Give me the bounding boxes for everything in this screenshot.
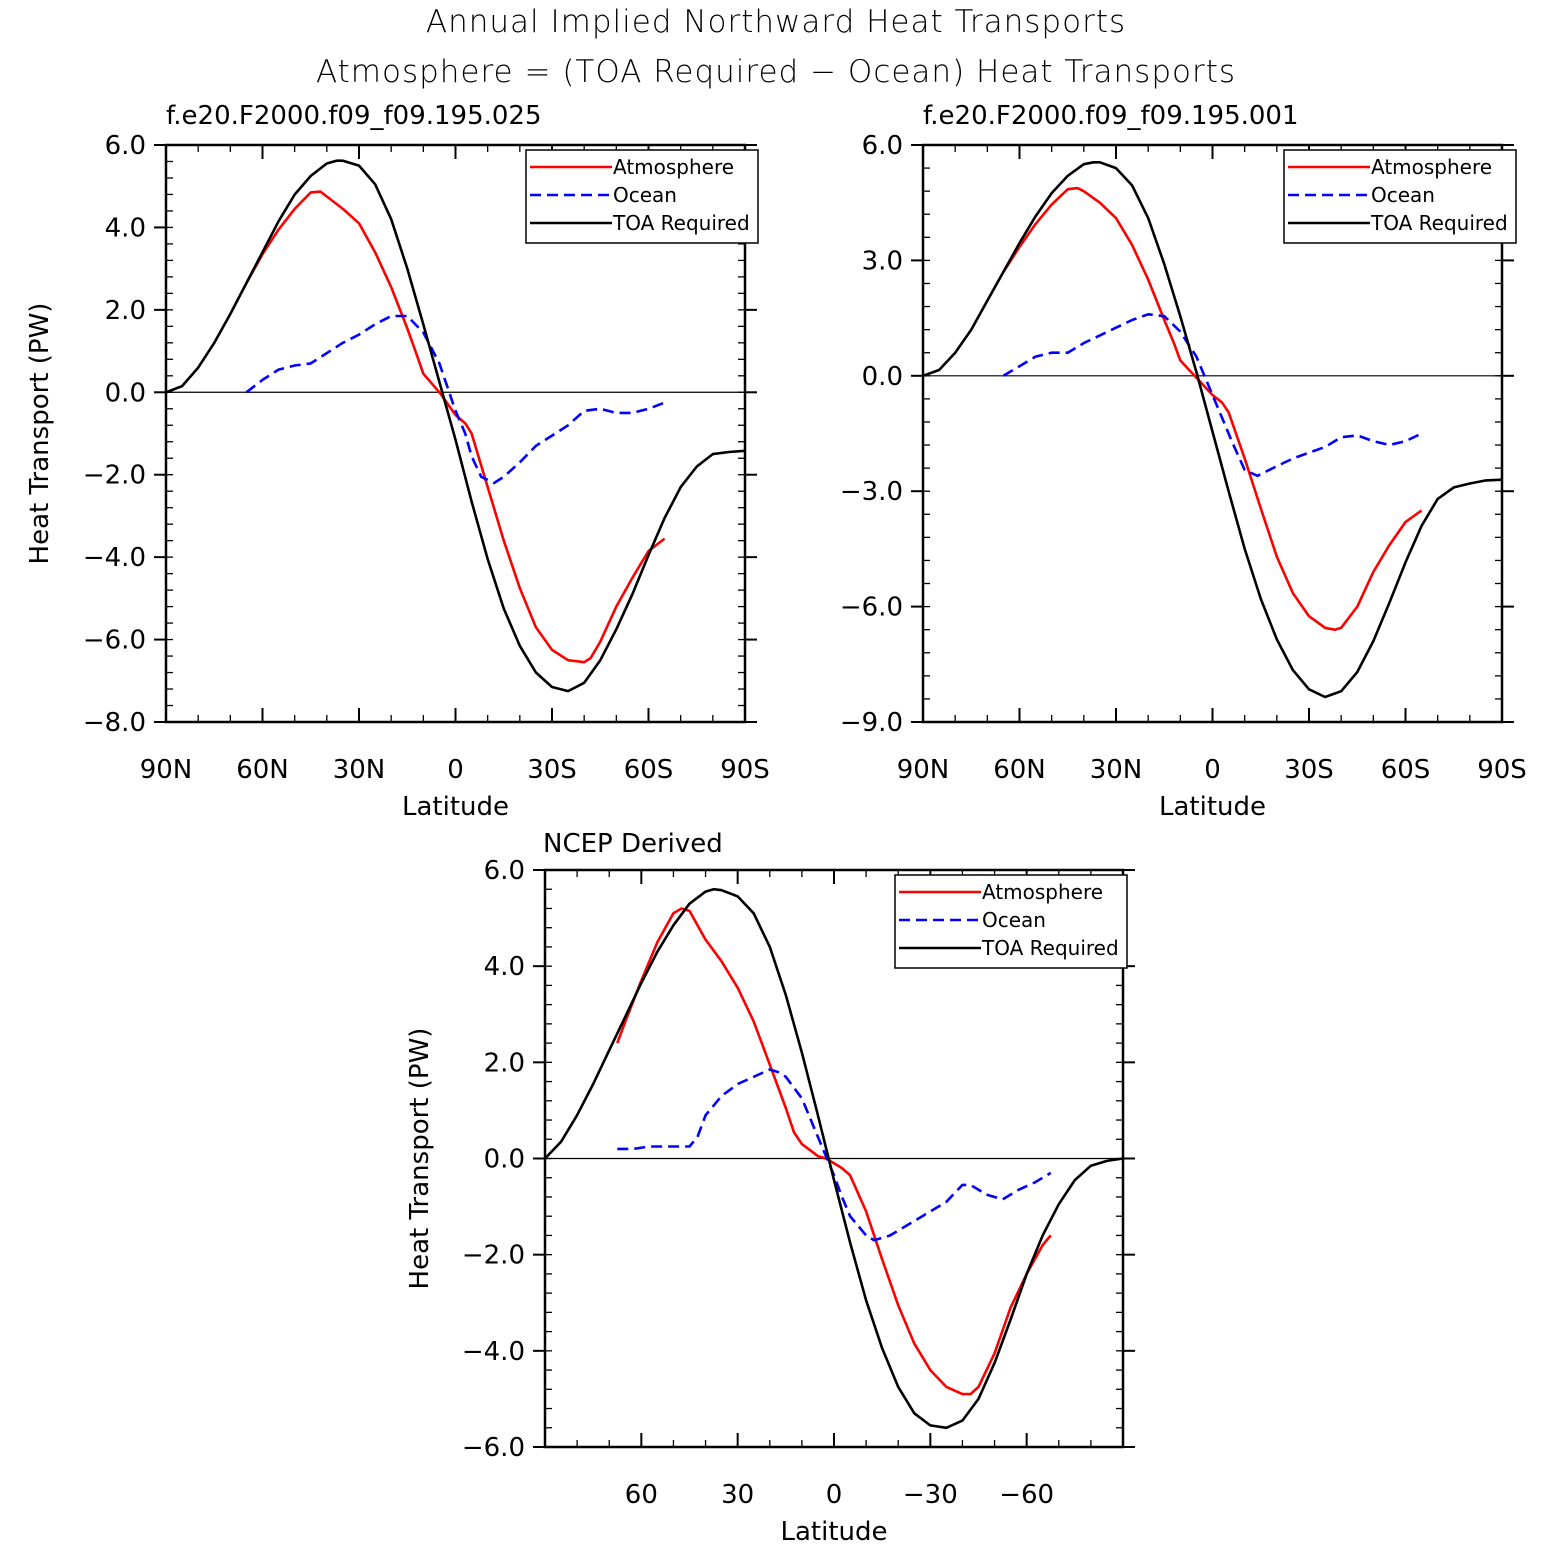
x-tick-label: 60S <box>624 755 674 785</box>
panel-title: NCEP Derived <box>543 829 723 859</box>
x-tick-label: 0 <box>447 755 464 785</box>
legend: Atmosphere Ocean TOA Required <box>525 149 759 244</box>
x-tick-label: 30 <box>721 1480 754 1510</box>
series-line-toa-required <box>544 887 1124 1430</box>
x-tick-label: 60S <box>1381 755 1431 785</box>
y-tick-label: −4.0 <box>83 543 146 573</box>
y-tick-label: 2.0 <box>105 296 146 326</box>
y-tick-label: −8.0 <box>83 708 146 738</box>
series-line-ocean <box>617 1068 1052 1242</box>
x-tick-label: 90N <box>897 755 950 785</box>
x-tick-label: 0 <box>1204 755 1221 785</box>
y-tick-label: 2.0 <box>484 1048 525 1078</box>
legend-label: Atmosphere <box>982 880 1103 904</box>
plot-frame <box>543 868 1125 1449</box>
x-tick-label: 30N <box>333 755 386 785</box>
y-axis-label: Heat Transport (PW) <box>405 1028 435 1290</box>
y-tick-label: 6.0 <box>484 856 525 886</box>
chart-panel-2: 90N 60N 30N 0 30S 60S 90S 6.0 3.0 0.0 −3.0 −6.0 −9.0… <box>840 101 1527 822</box>
x-tick-label: 0 <box>826 1480 843 1510</box>
y-tick-label: 4.0 <box>484 952 525 982</box>
legend-label: Ocean <box>613 183 677 207</box>
y-axis-label: Heat Transport (PW) <box>25 303 55 565</box>
x-tick-label: 30S <box>1284 755 1334 785</box>
chart-panel-1: 90N 60N 30N 0 30S 60S 90S 6.0 4.0 2.0 0.0 −2.0 −4.0 −… <box>25 101 770 822</box>
plot-frame <box>164 143 747 724</box>
x-tick-label: −60 <box>999 1480 1054 1510</box>
x-axis-label: Latitude <box>402 792 509 822</box>
figure-title-line2: Atmosphere = (TOA Required − Ocean) Heat… <box>315 54 1237 90</box>
figure-title-line1: Annual Implied Northward Heat Transports <box>425 4 1127 40</box>
y-tick-label: 0.0 <box>484 1145 525 1175</box>
y-tick-label: −6.0 <box>462 1433 525 1463</box>
legend-label: TOA Required <box>1370 211 1508 235</box>
y-tick-label: 6.0 <box>862 131 903 161</box>
plot-frame <box>921 143 1504 724</box>
legend-box <box>525 149 759 244</box>
legend-label: Atmosphere <box>1371 155 1492 179</box>
series-line-toa-required <box>165 159 746 693</box>
series-line-toa-required <box>922 161 1503 699</box>
x-tick-label: 90S <box>1477 755 1527 785</box>
series-line-atmosphere <box>1002 186 1423 631</box>
y-tick-label: −9.0 <box>840 708 903 738</box>
x-axis-label: Latitude <box>1159 792 1266 822</box>
x-tick-label: 60N <box>236 755 289 785</box>
y-tick-label: 0.0 <box>862 362 903 392</box>
x-tick-label: −30 <box>903 1480 958 1510</box>
y-tick-label: 3.0 <box>862 246 903 276</box>
x-axis-label: Latitude <box>780 1517 887 1547</box>
y-tick-label: −6.0 <box>83 626 146 656</box>
y-tick-label: −2.0 <box>83 461 146 491</box>
y-tick-label: 6.0 <box>105 131 146 161</box>
y-tick-label: −3.0 <box>840 477 903 507</box>
x-tick-label: 60N <box>993 755 1046 785</box>
series-line-ocean <box>245 314 666 485</box>
y-tick-label: −4.0 <box>462 1337 525 1367</box>
legend-label: TOA Required <box>612 211 750 235</box>
legend-label: TOA Required <box>981 936 1119 960</box>
y-tick-label: 4.0 <box>105 213 146 243</box>
panel-title: f.e20.F2000.f09_f09.195.001 <box>923 101 1299 131</box>
legend-label: Ocean <box>982 908 1046 932</box>
legend-box <box>1283 149 1517 244</box>
panel-title: f.e20.F2000.f09_f09.195.025 <box>166 101 542 131</box>
chart-panel-3: 60 30 0 −30 −60 6.0 4.0 2.0 0.0 −2.0 −4.0 −6.0 Atmos… <box>405 829 1135 1547</box>
legend: Atmosphere Ocean TOA Required <box>1283 149 1517 244</box>
series-line-atmosphere <box>245 190 666 664</box>
legend-box <box>894 874 1128 969</box>
series-line-ocean <box>1002 313 1423 478</box>
x-tick-label: 90N <box>140 755 193 785</box>
legend-label: Ocean <box>1371 183 1435 207</box>
x-tick-label: 90S <box>720 755 770 785</box>
y-tick-label: 0.0 <box>105 378 146 408</box>
x-tick-label: 30N <box>1090 755 1143 785</box>
legend: Atmosphere Ocean TOA Required <box>894 874 1128 969</box>
y-tick-label: −6.0 <box>840 593 903 623</box>
y-tick-label: −2.0 <box>462 1241 525 1271</box>
legend-label: Atmosphere <box>613 155 734 179</box>
x-tick-label: 30S <box>527 755 577 785</box>
x-tick-label: 60 <box>625 1480 658 1510</box>
series-line-atmosphere <box>616 907 1052 1396</box>
